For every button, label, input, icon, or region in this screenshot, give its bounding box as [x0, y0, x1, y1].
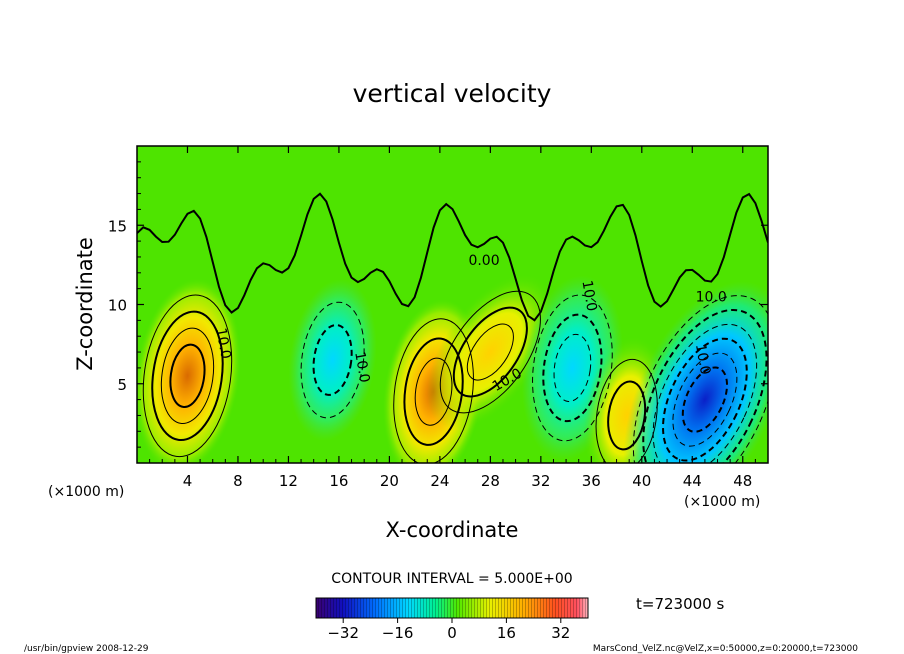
x-tick-label: 16: [329, 472, 348, 490]
contour-line: [439, 290, 541, 414]
velocity-feature: [623, 281, 768, 463]
colorbar-tick-label: 0: [447, 624, 457, 642]
contour-label: 10.0: [212, 327, 233, 360]
contour-line: [466, 323, 514, 381]
x-tick-label: 44: [683, 472, 702, 490]
contour-label: 10.0: [351, 350, 372, 383]
contour-label: 0.00: [468, 253, 499, 269]
footer-program: /usr/bin/gpview 2008-12-29: [24, 644, 149, 654]
contour-line: [151, 310, 224, 442]
plot-area: [137, 146, 768, 463]
contour-line: [553, 333, 592, 402]
contour-line: [652, 323, 758, 463]
contour-line: [403, 337, 464, 446]
contour-line: [642, 308, 768, 463]
colorbar-tick-label: −16: [382, 624, 414, 642]
x-tick-label: 32: [531, 472, 550, 490]
contour-label: 10.0: [696, 289, 727, 305]
x-axis-unit-right: (×1000 m): [684, 494, 760, 510]
contour-line: [300, 301, 365, 419]
contour-line: [414, 357, 453, 426]
footer-source: MarsCond_VelZ.nc@VelZ,x=0:50000,z=0:2000…: [593, 644, 858, 654]
x-tick-label: 12: [279, 472, 298, 490]
x-tick-label: 8: [233, 472, 243, 490]
x-tick-label: 36: [582, 472, 601, 490]
x-tick-label: 24: [430, 472, 449, 490]
contour-line: [632, 295, 768, 463]
y-tick-label: 5: [117, 376, 127, 394]
contour-line: [312, 324, 353, 396]
y-axis-label: Z-coordinate: [73, 237, 97, 371]
colorbar-tick-label: 32: [551, 624, 570, 642]
velocity-feature: [288, 279, 377, 441]
x-tick-label: 28: [481, 472, 500, 490]
contour-line: [452, 306, 528, 398]
colorbar-tick-label: −32: [327, 624, 359, 642]
contour-line: [142, 294, 233, 458]
y-tick-label: 15: [108, 217, 127, 235]
contour-line: [169, 343, 206, 408]
zero-contour: [137, 192, 768, 322]
contour-line: [595, 358, 658, 463]
contour-line: [160, 327, 215, 425]
contour-line: [662, 337, 748, 462]
colorbar: −32 −16 0 16 32: [315, 597, 589, 642]
x-axis: 4 8 12 16 20 24 28 32 36 40 44 48: [149, 146, 756, 490]
colorbar-tick-label: 16: [497, 624, 516, 642]
chart-title: vertical velocity: [353, 79, 552, 108]
x-axis-unit-left: (×1000 m): [48, 484, 124, 500]
y-axis: 5 10 15: [108, 161, 768, 448]
time-label: t=723000 s: [636, 595, 724, 613]
y-tick-label: 10: [108, 297, 127, 315]
contour-label: 10.0: [578, 279, 599, 312]
contour-line: [672, 352, 738, 447]
contour-label: 10.0: [692, 343, 713, 376]
x-tick-label: 48: [733, 472, 752, 490]
contour-interval: CONTOUR INTERVAL = 5.000E+00: [331, 571, 572, 587]
x-tick-label: 20: [380, 472, 399, 490]
x-tick-label: 4: [183, 472, 193, 490]
x-axis-label: X-coordinate: [386, 518, 519, 542]
contour-line: [542, 313, 603, 423]
x-tick-label: 40: [632, 472, 651, 490]
